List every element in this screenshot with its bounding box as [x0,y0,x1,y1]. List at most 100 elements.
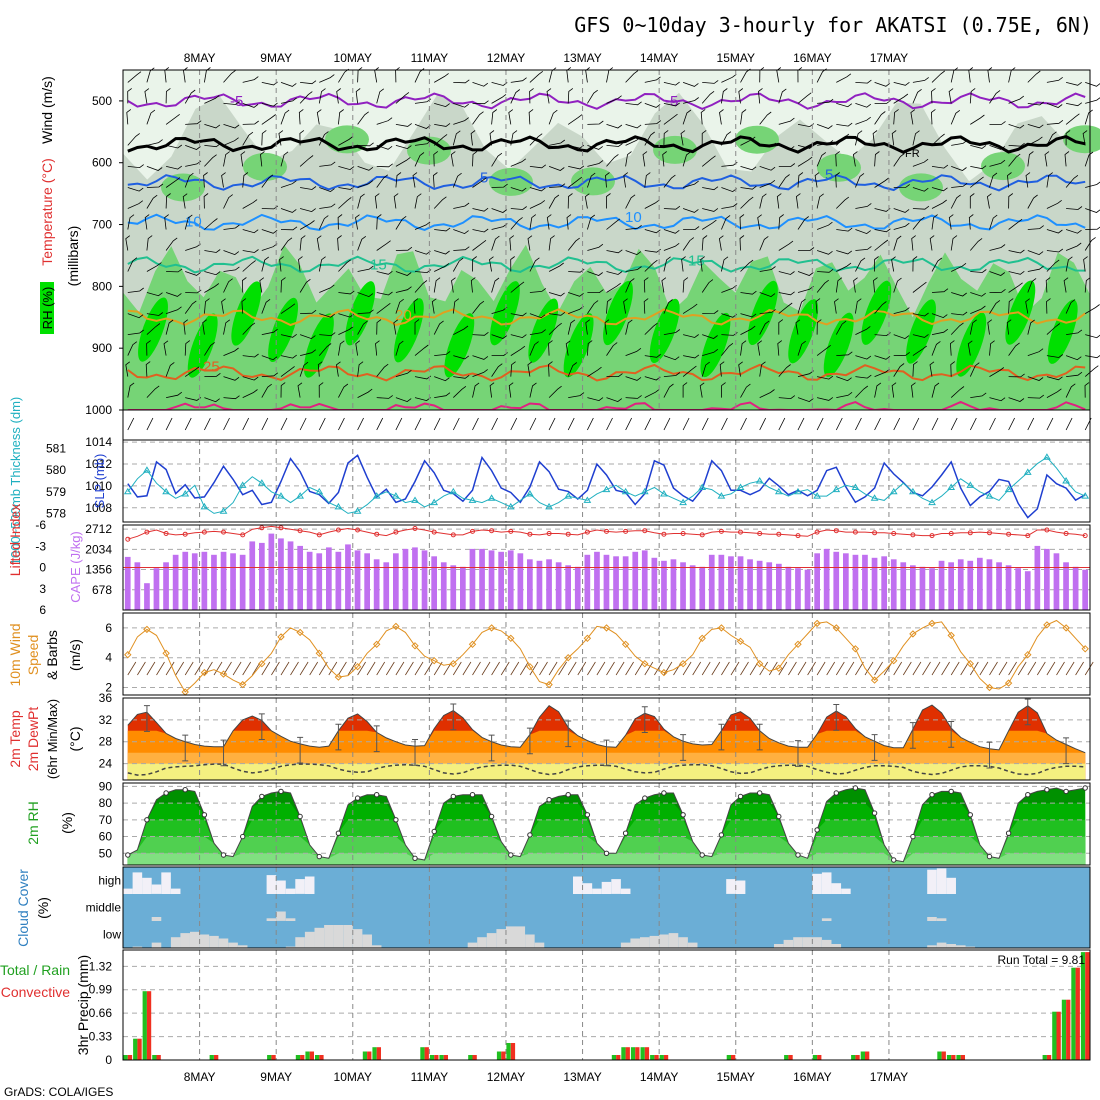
axis-label: Lifted Index [7,504,23,576]
axis-label: 2m RH [25,801,41,845]
wind10m-point [162,649,170,658]
cloud-cell [142,877,152,894]
surface-barb [548,417,556,431]
wind10m-barb [644,661,654,676]
wind10m-barb [778,661,788,676]
cape-bar [450,565,457,610]
wind-barb [319,313,335,318]
wind10m-barb [606,661,615,676]
lifted-index-point [699,532,705,538]
rh2m-point [527,832,533,838]
wind10m-point [258,659,266,668]
wind-barb [146,194,158,209]
wind10m-barb [261,661,271,676]
cloud-cell [352,929,363,948]
wind-barb [989,340,995,356]
wind10m-point [870,676,879,684]
wind-barb [1066,329,1083,335]
rh2m-point [757,790,763,796]
axis-label: 10m Wind [7,623,23,686]
wind-barb [740,109,747,125]
wind-barb [893,363,905,377]
cape-bar [479,548,485,610]
wind-barb [855,203,872,209]
wind-barb [223,376,240,381]
tick-label: 32 [99,713,113,727]
wind-barb [376,88,385,104]
wind-barb [127,341,138,356]
wind-barb [893,184,910,188]
surface-barb [893,417,901,431]
wind-barb [453,355,470,360]
isotherm-label: 5 [480,170,488,187]
day-label-bottom: 10MAY [334,1070,372,1084]
wind-barb [434,263,450,272]
wind10m-barb [462,661,472,676]
rh-upper-patch [817,153,861,182]
wind-barb [931,341,941,356]
wind-barb [204,342,215,356]
wind-barb [165,319,174,335]
wind-barb [912,345,928,356]
wind-barb [816,279,829,293]
lifted-index-point [1044,527,1050,533]
wind-barb [968,214,974,230]
legend-total-rain: Total / Rain [0,962,70,978]
cape-bar [230,553,236,610]
wind-barb [510,361,516,377]
wind-barb [759,142,776,147]
lifted-index-point [527,531,533,537]
day-label-top: 14MAY [640,51,678,65]
lifted-index-point [144,529,150,535]
wind-barb [299,208,316,213]
cloud-cell [793,937,803,948]
tick-label: 1010 [85,479,112,493]
wind-barb [683,354,700,359]
precip-convective-bar [817,1055,822,1060]
cape-bar [747,559,753,610]
precip-convective-bar [951,1055,956,1060]
rh2m-point [412,855,418,861]
isotherm-5 [127,174,1086,192]
wind-barb [184,300,197,314]
wind-barb [393,319,399,335]
rh2m-point [488,813,495,820]
panel-bg [123,950,1090,1060]
wind-barb [931,328,949,335]
wind-barb [223,194,233,209]
wind-barb [683,334,699,338]
wind-barb [355,340,361,356]
wind-barb [338,290,355,295]
wind-barb [740,166,757,171]
thickness-point [1023,468,1032,475]
wind-barb [127,164,144,169]
temp-minmax-bar [182,734,189,762]
wind-barb [432,172,438,188]
surface-barb [912,417,920,431]
wind-barb [836,250,853,255]
wind-barb [299,155,314,167]
thickness-point [870,494,879,501]
cloud-cell [276,880,286,894]
wind-barb [931,288,949,293]
wind-barb [663,383,674,398]
wind-barb [950,361,956,377]
wind-barb [529,200,546,209]
wind-barb [874,355,891,360]
lifted-index-point [201,529,207,535]
precip-total-bar [506,1043,511,1060]
precip-convective-bar [1075,967,1080,1060]
lifted-index-point [661,531,667,537]
wind10m-barb [740,661,749,676]
wind-barb [989,159,1006,167]
wind-barb [395,157,411,167]
wind-barb [1008,397,1025,402]
wind-barb [395,397,412,403]
precip-total-bar [611,1055,617,1060]
cloud-cell [151,917,162,921]
wind-barb [163,340,169,356]
precip-total-bar [362,1051,368,1060]
wind-barb [682,109,692,125]
wind10m-barb [395,661,405,676]
